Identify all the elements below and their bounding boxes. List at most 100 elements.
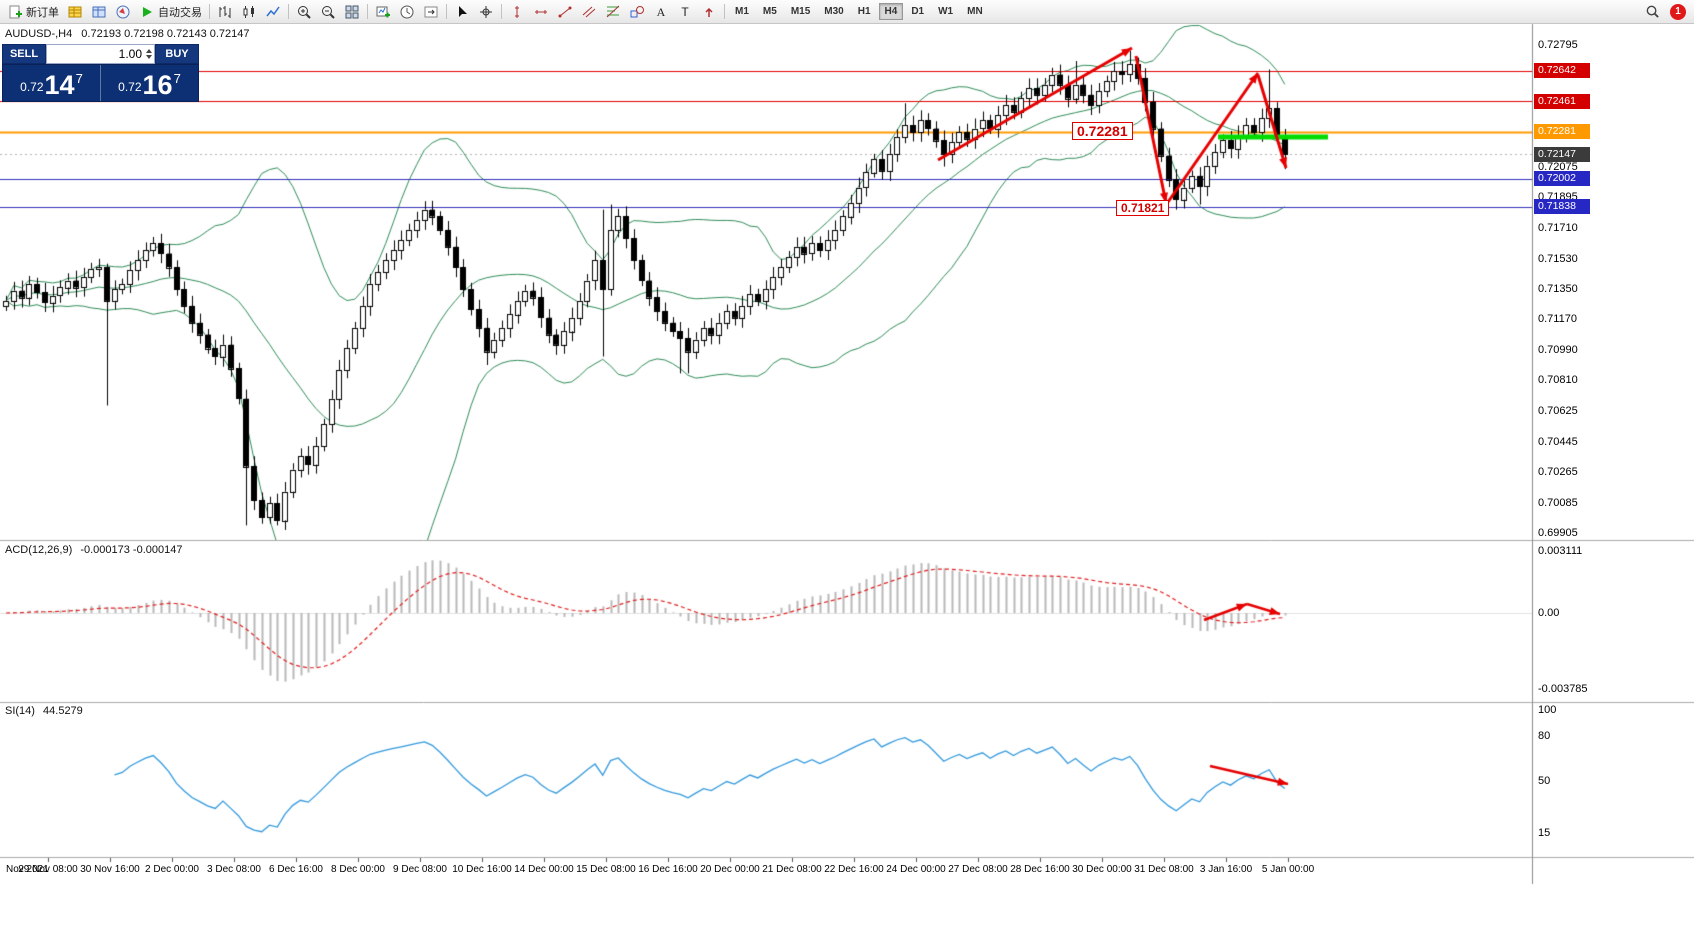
vertical-line-button[interactable] <box>505 2 529 22</box>
search-button[interactable] <box>1641 2 1664 22</box>
price-axis-tick: 0.70810 <box>1538 374 1578 387</box>
candlestick-chart-icon <box>243 5 254 18</box>
bar-chart-button[interactable] <box>213 2 237 22</box>
shapes-button[interactable] <box>625 2 649 22</box>
macd-axis-tick: -0.003785 <box>1538 683 1588 695</box>
timeframe-m5-button[interactable]: M5 <box>757 3 783 20</box>
auto-trading-icon <box>143 6 152 17</box>
volume-input[interactable] <box>47 47 144 61</box>
crosshair-button[interactable] <box>474 2 498 22</box>
ohlc-values: 0.72193 0.72198 0.72143 0.72147 <box>81 28 250 40</box>
timeframe-m15-button[interactable]: M15 <box>785 3 816 20</box>
price-axis-badge: 0.72281 <box>1534 124 1590 140</box>
bid-pip-digit: 7 <box>75 71 83 86</box>
bar-chart-icon <box>219 5 231 18</box>
time-axis-label: 28 Dec 16:00 <box>1010 864 1070 875</box>
new-order-button[interactable]: 新订单 <box>3 2 63 22</box>
timeframe-h1-button[interactable]: H1 <box>852 3 877 20</box>
timeframe-m1-button[interactable]: M1 <box>729 3 755 20</box>
candlestick-chart-button[interactable] <box>237 2 261 22</box>
time-axis-label: 9 Dec 08:00 <box>393 864 447 875</box>
zoom-in-button[interactable] <box>292 2 316 22</box>
price-axis-tick: 0.70990 <box>1538 343 1578 356</box>
symbol-period-label: AUDUSD-,H4 <box>5 28 73 40</box>
macd-axis-tick: 0.003111 <box>1538 545 1583 557</box>
toolbar-left-group: 新订单 自动交易 A T M1 M5 M15 M30 H1 H4 D1 W1 MN <box>0 2 990 22</box>
ask-price[interactable]: 0.72 16 7 <box>100 65 198 101</box>
toolbar-right-group: 1 <box>1641 2 1694 22</box>
trendline-button[interactable] <box>553 2 577 22</box>
timeframe-d1-button[interactable]: D1 <box>905 3 930 20</box>
rsi-axis-tick: 100 <box>1538 704 1557 716</box>
bid-price[interactable]: 0.72 14 7 <box>3 65 100 101</box>
data-window-icon <box>92 6 106 17</box>
time-axis-label: 27 Dec 08:00 <box>948 864 1008 875</box>
time-axis-label: 8 Dec 00:00 <box>331 864 385 875</box>
price-axis-tick: 0.70085 <box>1538 496 1578 509</box>
price-axis-badge: 0.72147 <box>1534 146 1590 162</box>
time-axis-label: 29 Nov 08:00 <box>18 864 78 875</box>
time-axis-label: 10 Dec 16:00 <box>452 864 512 875</box>
navigator-button[interactable] <box>111 2 135 22</box>
market-watch-icon <box>68 6 82 17</box>
price-axis-tick: 0.71530 <box>1538 252 1578 265</box>
navigator-icon <box>116 5 130 18</box>
market-watch-button[interactable] <box>63 2 87 22</box>
price-axis-tick: 0.71710 <box>1538 222 1578 235</box>
rsi-axis-tick: 50 <box>1538 775 1551 787</box>
fibonacci-retracement-icon <box>606 5 620 17</box>
trade-panel-controls: SELL BUY <box>2 44 199 64</box>
profiles-button[interactable] <box>395 2 419 22</box>
profiles-icon <box>400 5 414 18</box>
rsi-name: SI(14) <box>5 705 35 717</box>
price-axis-tick: 0.70625 <box>1538 405 1578 418</box>
text-label-button[interactable]: T <box>673 2 697 22</box>
price-axis-badge: 0.72642 <box>1534 63 1590 79</box>
arrow-tools-button[interactable] <box>697 2 721 22</box>
timeframe-m30-button[interactable]: M30 <box>818 3 849 20</box>
line-chart-icon <box>266 6 280 16</box>
equidistant-channel-button[interactable] <box>577 2 601 22</box>
timeframe-w1-button[interactable]: W1 <box>932 3 959 20</box>
time-axis-label: 30 Nov 16:00 <box>80 864 140 875</box>
tile-windows-button[interactable] <box>340 2 364 22</box>
data-window-button[interactable] <box>87 2 111 22</box>
svg-text:T: T <box>681 5 689 19</box>
new-chart-button[interactable] <box>371 2 395 22</box>
equidistant-channel-icon <box>582 6 596 17</box>
rsi-axis-tick: 15 <box>1538 827 1551 839</box>
macd-name: ACD(12,26,9) <box>5 544 73 556</box>
vertical-line-icon <box>515 5 519 18</box>
new-order-label: 新订单 <box>26 6 59 19</box>
time-axis-label: 21 Dec 08:00 <box>762 864 822 875</box>
timeframe-h4-button[interactable]: H4 <box>878 3 904 20</box>
search-icon <box>1646 5 1659 18</box>
volume-decrease-button[interactable] <box>146 55 152 59</box>
volume-increase-button[interactable] <box>146 49 152 53</box>
horizontal-line-button[interactable] <box>529 2 553 22</box>
cursor-button[interactable] <box>450 2 474 22</box>
text-button[interactable]: A <box>649 2 673 22</box>
auto-trading-button[interactable]: 自动交易 <box>135 2 206 22</box>
rsi-indicator-label: SI(14) 44.5279 <box>5 705 88 717</box>
price-axis-tick: 0.71170 <box>1538 313 1577 326</box>
chart-shift-button[interactable] <box>419 2 443 22</box>
sell-button[interactable]: SELL <box>2 44 46 64</box>
zoom-out-button[interactable] <box>316 2 340 22</box>
text-label-icon: T <box>681 5 689 19</box>
notification-badge[interactable]: 1 <box>1670 3 1686 20</box>
macd-values: -0.000173 -0.000147 <box>80 544 183 556</box>
timeframe-mn-button[interactable]: MN <box>961 3 989 20</box>
fibonacci-retracement-button[interactable] <box>601 2 625 22</box>
chart-title: AUDUSD-,H4 0.72193 0.72198 0.72143 0.721… <box>5 28 250 40</box>
trendline-icon <box>558 6 572 17</box>
price-axis-tick: 0.71350 <box>1538 283 1578 295</box>
bid-prefix: 0.72 <box>20 80 44 94</box>
ask-big-digits: 16 <box>142 70 173 100</box>
zoom-out-icon <box>322 5 335 19</box>
toolbar-separator <box>501 4 502 19</box>
time-axis-month-label: Nov 2021 <box>6 864 49 875</box>
line-chart-button[interactable] <box>261 2 285 22</box>
buy-button[interactable]: BUY <box>155 44 199 64</box>
